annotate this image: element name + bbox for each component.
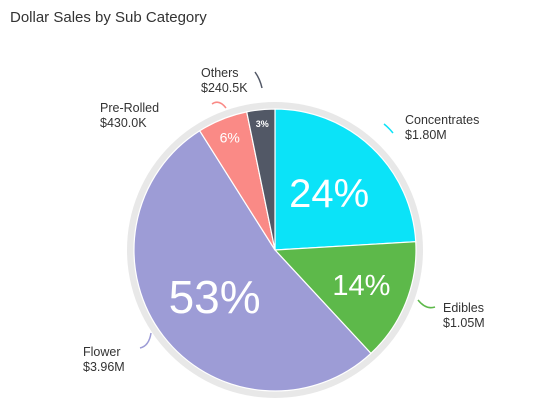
callout-leader-edibles — [417, 299, 436, 309]
pie-slice-pct-label-flower: 53% — [169, 271, 261, 323]
callout-name-others: Others — [201, 66, 239, 80]
pie-slice-pct-label-edibles: 14% — [332, 270, 390, 302]
pie-slice-edibles[interactable] — [273, 241, 417, 355]
pie-slice-flower[interactable] — [133, 129, 372, 392]
callout-name-flower: Flower — [83, 345, 121, 359]
callout-name-edibles: Edibles — [443, 301, 484, 315]
callout-leader-concentrates — [383, 123, 394, 134]
callout-leader-flower — [139, 332, 152, 349]
pie-slice-pct-label-pre-rolled: 6% — [220, 130, 240, 146]
chart-title: Dollar Sales by Sub Category — [10, 9, 207, 26]
callout-leader-pre-rolled — [211, 101, 227, 109]
pie-slice-others[interactable] — [246, 108, 276, 251]
pie-slice-concentrates[interactable] — [274, 108, 417, 251]
callout-value-flower: $3.96M — [83, 360, 125, 374]
callout-leader-others — [254, 71, 263, 89]
callout-name-concentrates: Concentrates — [405, 113, 479, 127]
pie-slice-pct-label-others: 3% — [256, 119, 269, 129]
pie-slice-pct-label-concentrates: 24% — [289, 172, 369, 216]
callout-value-concentrates: $1.80M — [405, 128, 447, 142]
callout-value-pre-rolled: $430.0K — [100, 116, 147, 130]
callout-value-edibles: $1.05M — [443, 316, 485, 330]
callout-value-others: $240.5K — [201, 81, 248, 95]
callout-name-pre-rolled: Pre-Rolled — [100, 101, 159, 115]
